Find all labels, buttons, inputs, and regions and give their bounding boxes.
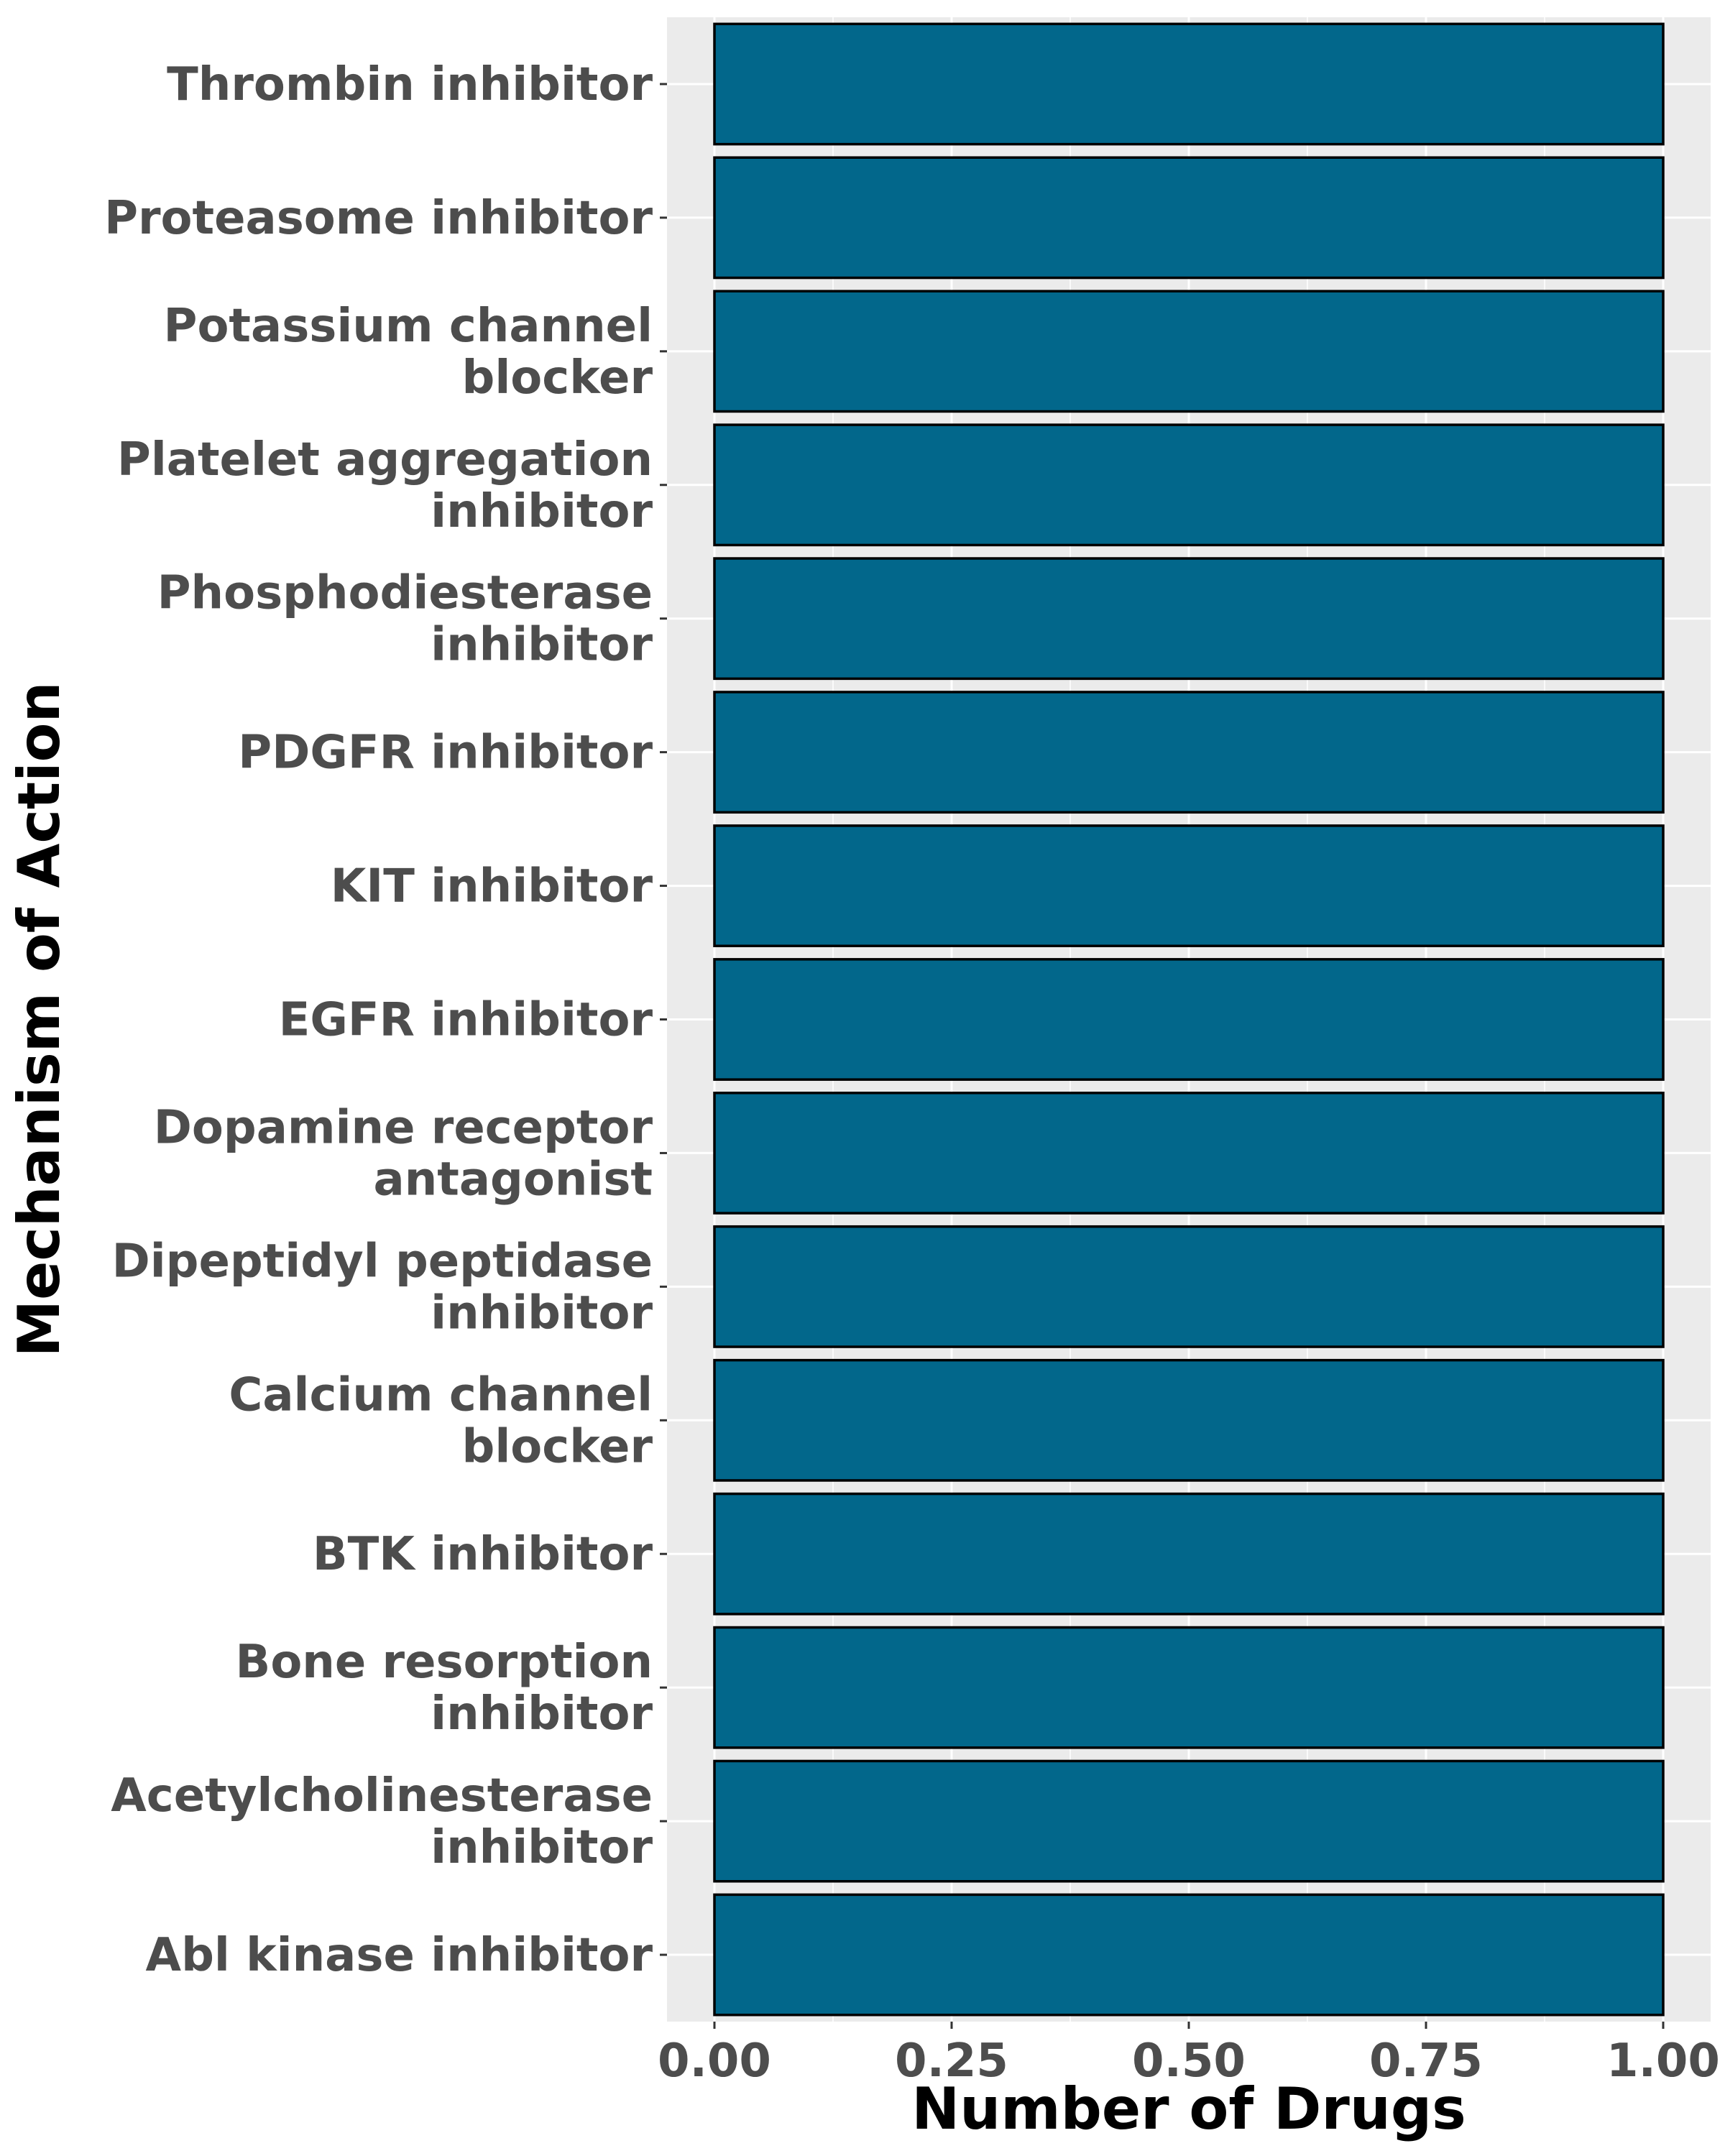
y-tick-label: Acetylcholinesterase inhibitor — [111, 1769, 653, 1874]
y-tick-label: Thrombin inhibitor — [167, 58, 653, 111]
y-tick-label: Potassium channel blocker — [164, 300, 653, 405]
y-tick-label: EGFR inhibitor — [279, 994, 653, 1047]
x-tick-label: 0.75 — [1369, 2035, 1483, 2088]
y-tick-label: Platelet aggregation inhibitor — [117, 433, 653, 538]
y-tick-label: Dopamine receptor antagonist — [154, 1101, 653, 1206]
bar — [713, 824, 1665, 947]
bar — [713, 22, 1665, 146]
bar — [713, 423, 1665, 547]
bar — [713, 691, 1665, 814]
bar — [713, 1626, 1665, 1749]
y-axis-ticks: Thrombin inhibitor Proteasome inhibitor Po… — [104, 58, 667, 1982]
x-tick-label: 1.00 — [1606, 2035, 1720, 2088]
x-axis-title: Number of Drugs — [911, 2076, 1466, 2142]
bars — [713, 22, 1665, 2017]
y-tick-label: Proteasome inhibitor — [104, 192, 653, 245]
bar — [713, 1492, 1665, 1616]
bar — [713, 1358, 1665, 1482]
bar — [713, 1759, 1665, 1883]
y-tick-label: Calcium channel blocker — [229, 1368, 653, 1473]
bar — [713, 1225, 1665, 1348]
y-tick-label: KIT inhibitor — [331, 860, 653, 913]
y-tick-label: Phosphodiesterase inhibitor — [157, 567, 653, 672]
y-tick-label: PDGFR inhibitor — [238, 727, 653, 780]
bar — [713, 557, 1665, 681]
bar — [713, 290, 1665, 413]
bar — [713, 958, 1665, 1081]
x-tick-label: 0.00 — [658, 2035, 771, 2088]
y-axis-title: Mechanism of Action — [6, 682, 73, 1358]
y-tick-label: Abl kinase inhibitor — [146, 1929, 653, 1982]
bar — [713, 156, 1665, 280]
x-tick-label: 0.50 — [1132, 2035, 1246, 2088]
y-tick-label: BTK inhibitor — [313, 1528, 653, 1581]
bar — [713, 1092, 1665, 1215]
y-tick-label: Bone resorption inhibitor — [236, 1636, 653, 1741]
bar — [713, 1893, 1665, 2017]
x-axis-ticks: 0.00 0.25 0.50 0.75 1.00 — [658, 2022, 1720, 2088]
x-tick-label: 0.25 — [895, 2035, 1008, 2088]
y-tick-label: Dipeptidyl peptidase inhibitor — [112, 1235, 653, 1340]
